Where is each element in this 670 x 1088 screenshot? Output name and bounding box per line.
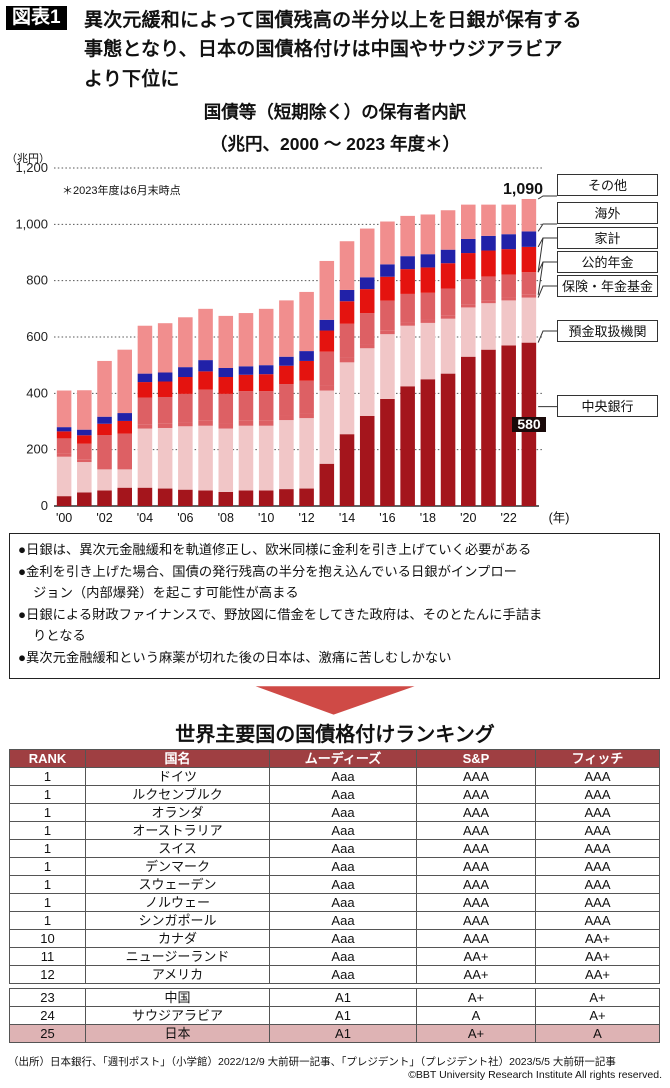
svg-text:1,000: 1,000 <box>15 216 48 231</box>
svg-text:1,200: 1,200 <box>15 160 48 175</box>
svg-text:0: 0 <box>41 498 48 513</box>
svg-text:800: 800 <box>26 273 48 288</box>
svg-text:(年): (年) <box>549 511 570 525</box>
svg-text:'16: '16 <box>379 511 395 525</box>
svg-text:'06: '06 <box>177 511 193 525</box>
svg-text:'12: '12 <box>298 511 314 525</box>
svg-text:'22: '22 <box>501 511 517 525</box>
svg-text:'08: '08 <box>218 511 234 525</box>
svg-text:200: 200 <box>26 442 48 457</box>
svg-text:400: 400 <box>26 385 48 400</box>
svg-text:'20: '20 <box>460 511 476 525</box>
svg-text:600: 600 <box>26 329 48 344</box>
svg-text:'02: '02 <box>96 511 112 525</box>
svg-text:'14: '14 <box>339 511 355 525</box>
svg-text:'10: '10 <box>258 511 274 525</box>
svg-text:'04: '04 <box>137 511 153 525</box>
svg-text:'00: '00 <box>56 511 72 525</box>
svg-text:'18: '18 <box>420 511 436 525</box>
